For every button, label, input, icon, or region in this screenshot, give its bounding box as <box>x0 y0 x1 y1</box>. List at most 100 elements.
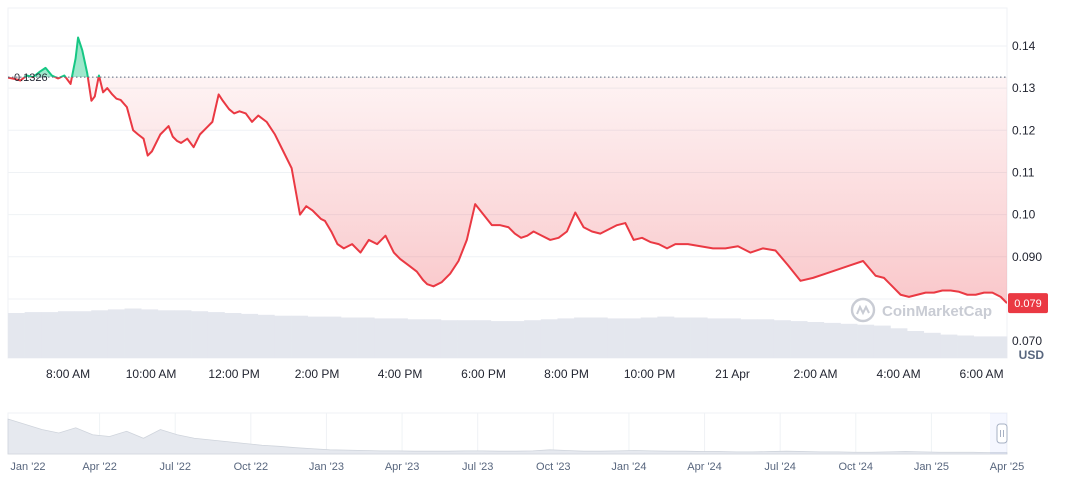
navigator-area <box>7 418 1008 455</box>
x-tick-label: 12:00 PM <box>208 367 259 381</box>
price-line-down <box>8 77 1007 304</box>
volume-bar <box>440 320 458 358</box>
volume-bar <box>823 322 841 358</box>
x-tick-label: 2:00 PM <box>295 367 340 381</box>
y-tick-label: 0.14 <box>1012 39 1036 53</box>
volume-bar <box>107 309 125 358</box>
volume-bar <box>524 320 542 358</box>
navigator-date-label: Jan '25 <box>914 461 949 473</box>
navigator-date-label: Oct '22 <box>234 461 269 473</box>
volume-bar <box>357 317 375 358</box>
volume-bar <box>374 318 392 358</box>
navigator-handle[interactable] <box>996 423 1008 444</box>
x-tick-label: 4:00 AM <box>877 367 921 381</box>
navigator-date-labels: Jan '22 Apr '22 Jul '22 Oct '22 Jan '23 Apr '… <box>10 461 1024 473</box>
y-tick-label: 0.12 <box>1012 123 1036 137</box>
volume-bar <box>674 317 691 358</box>
volume-bar <box>74 311 92 358</box>
y-tick-label: 0.11 <box>1012 165 1035 179</box>
volume-bar <box>973 336 991 358</box>
range-navigator[interactable]: Jan '22 Apr '22 Jul '22 Oct '22 Jan '23 Apr '… <box>7 412 1024 473</box>
coinmarketcap-logo-icon <box>850 297 876 323</box>
y-tick-label: 0.10 <box>1012 208 1036 222</box>
volume-bar <box>940 334 958 358</box>
navigator-date-label: Jan '23 <box>309 461 344 473</box>
coinmarketcap-watermark: CoinMarketCap <box>850 297 992 323</box>
volume-bar <box>907 331 925 358</box>
volume-bar <box>257 314 275 358</box>
navigator-date-label: Apr '22 <box>82 461 117 473</box>
volume-bar <box>224 313 242 358</box>
volume-bar <box>291 315 308 358</box>
volume-bar <box>773 320 791 358</box>
volume-bar <box>590 317 608 358</box>
volume-bar <box>341 317 358 358</box>
volume-bar <box>507 321 525 358</box>
volume-bar <box>424 319 442 358</box>
volume-bar <box>24 312 42 358</box>
volume-bar <box>540 319 558 358</box>
x-tick-label: 6:00 PM <box>461 367 506 381</box>
volume-bar <box>923 332 941 358</box>
y-tick-label: 0.13 <box>1012 81 1036 95</box>
volume-bar <box>490 321 508 358</box>
volume-bar <box>274 315 292 358</box>
navigator-date-label: Oct '23 <box>536 461 571 473</box>
volume-bar <box>91 310 109 358</box>
navigator-grid <box>99 413 932 454</box>
volume-bar <box>407 319 425 358</box>
watermark-text: CoinMarketCap <box>882 303 992 320</box>
volume-bar <box>807 322 825 358</box>
volume-bar <box>990 336 1008 358</box>
current-price-tag-background <box>1008 293 1048 314</box>
volume-bar <box>41 312 59 358</box>
coinmarketcap-logo-wave <box>856 304 870 316</box>
x-tick-label: 4:00 PM <box>378 367 423 381</box>
x-tick-label: 8:00 AM <box>46 367 90 381</box>
volume-bar <box>241 313 259 358</box>
volume-bar <box>324 316 342 358</box>
y-tick-label: 0.090 <box>1012 250 1042 264</box>
volume-bar <box>207 312 225 358</box>
x-axis-ticks: 8:00 AM 10:00 AM 12:00 PM 2:00 PM 4:00 PM 6:0… <box>46 367 1004 381</box>
navigator-date-label: Oct '24 <box>839 461 874 473</box>
volume-bar <box>557 318 575 358</box>
volume-bar <box>957 335 974 358</box>
volume-bar <box>307 316 325 358</box>
volume-bar <box>474 320 492 358</box>
reference-price-label: 0.1326 <box>14 72 48 84</box>
volume-bar <box>390 318 408 358</box>
volume-bar <box>690 317 708 358</box>
volume-bar <box>174 310 192 358</box>
x-tick-label: 6:00 AM <box>960 367 1004 381</box>
navigator-date-label: Jul '24 <box>764 461 795 473</box>
volume-bar <box>457 320 475 358</box>
volume-bar <box>640 317 658 358</box>
y-axis-ticks: 0.14 0.13 0.12 0.11 0.10 0.090 0.070 <box>1012 39 1042 348</box>
x-tick-label: 21 Apr <box>715 367 750 381</box>
navigator-date-label: Apr '23 <box>385 461 420 473</box>
navigator-date-label: Apr '25 <box>990 461 1025 473</box>
volume-bar <box>624 318 641 358</box>
navigator-date-label: Jul '23 <box>462 461 493 473</box>
current-price-tag: 0.079 <box>1008 293 1048 314</box>
navigator-date-label: Jul '22 <box>160 461 191 473</box>
volume-bar <box>723 318 741 358</box>
x-tick-label: 8:00 PM <box>544 367 589 381</box>
volume-bar <box>890 328 908 358</box>
volume-bar <box>857 324 875 358</box>
navigator-date-label: Apr '24 <box>687 461 722 473</box>
volume-bar <box>707 318 725 358</box>
volume-bar <box>840 323 858 358</box>
navigator-date-label: Jan '24 <box>611 461 646 473</box>
volume-bar <box>740 319 758 358</box>
x-tick-label: 2:00 AM <box>794 367 838 381</box>
volume-bar <box>124 308 142 358</box>
x-tick-label: 10:00 PM <box>624 367 675 381</box>
currency-unit-label: USD <box>1019 348 1045 362</box>
volume-bar <box>873 325 891 358</box>
volume-bar <box>574 317 592 358</box>
volume-bar <box>157 310 175 358</box>
price-series <box>8 36 1007 304</box>
